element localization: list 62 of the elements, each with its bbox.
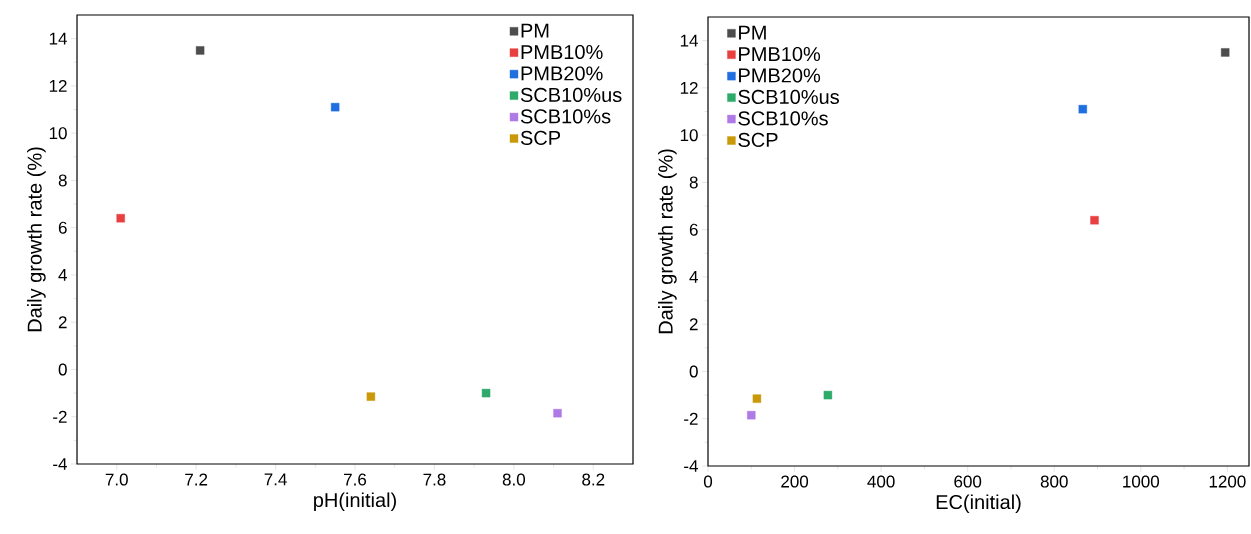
y-tick-label: 14	[680, 34, 698, 47]
y-tick-label: 12	[680, 81, 698, 94]
x-tick-label: 600	[954, 475, 982, 488]
point	[116, 214, 125, 223]
y-tick-label: 2	[58, 316, 67, 329]
legend-label: PM	[521, 23, 549, 38]
y-tick-label: 12	[49, 79, 67, 92]
y-tick-label: 2	[689, 318, 698, 331]
x-tick-label: 800	[1040, 475, 1068, 488]
legend-label: SCB10%us	[738, 89, 839, 105]
legend-label: SCB10%s	[520, 109, 611, 124]
point	[330, 102, 340, 112]
x-tick-label: 8.0	[502, 473, 526, 486]
legend-label: SCB10%us	[520, 87, 622, 103]
point	[823, 390, 833, 400]
y-tick-label: 0	[58, 363, 67, 376]
x-tick-label: 8.2	[582, 473, 605, 486]
point	[747, 410, 756, 420]
y-tick-label: -2	[684, 412, 698, 425]
legend-label: SCP	[520, 130, 561, 145]
point	[553, 408, 562, 418]
x-tick-label: 7.0	[105, 473, 128, 486]
y-tick-label: 0	[689, 365, 698, 378]
y-tick-label: 6	[689, 223, 698, 236]
legend-label: PMB10%	[521, 44, 603, 60]
y-tick-label: 10	[680, 129, 698, 142]
y-tick-label: -4	[53, 458, 67, 470]
x-tick-label: 7.8	[423, 473, 446, 486]
y-tick-label: 4	[58, 269, 67, 281]
y-tick-label: 4	[689, 271, 698, 283]
point	[752, 394, 762, 403]
y-tick-label: 14	[49, 32, 67, 45]
y-tick-label: 10	[49, 127, 67, 140]
point	[481, 388, 491, 398]
y-tick-label: 8	[58, 174, 67, 187]
x-tick-label: 1000	[1123, 475, 1160, 488]
point	[1221, 48, 1230, 57]
legend-label: PM	[739, 25, 766, 40]
point	[1090, 216, 1099, 225]
point	[1078, 104, 1088, 114]
y-tick-label: -2	[53, 410, 67, 423]
legend-label: PMB20%	[521, 66, 603, 81]
legend-label: PMB20%	[739, 68, 821, 83]
x-tick-label: 0	[703, 475, 713, 488]
x-tick-label: 7.6	[344, 473, 367, 486]
x-axis-title: pH(initial)	[314, 492, 396, 512]
y-axis-title: Daily growth rate (%)	[27, 147, 46, 332]
point	[366, 392, 376, 401]
x-tick-label: 400	[867, 475, 895, 488]
x-tick-label: 7.2	[185, 473, 208, 486]
x-tick-label: 7.4	[264, 473, 287, 486]
x-axis-title: EC(initial)	[936, 494, 1021, 514]
point	[195, 46, 205, 55]
y-tick-label: 8	[689, 176, 698, 189]
x-tick-label: 200	[781, 475, 809, 488]
y-tick-label: -4	[684, 460, 698, 472]
legend-label: PMB10%	[739, 46, 821, 62]
y-tick-label: 6	[58, 221, 67, 234]
legend-label: SCP	[738, 132, 778, 147]
y-axis-title: Daily growth rate (%)	[658, 149, 677, 334]
x-tick-label: 1200	[1209, 475, 1246, 488]
legend-label: SCB10%s	[738, 111, 828, 126]
